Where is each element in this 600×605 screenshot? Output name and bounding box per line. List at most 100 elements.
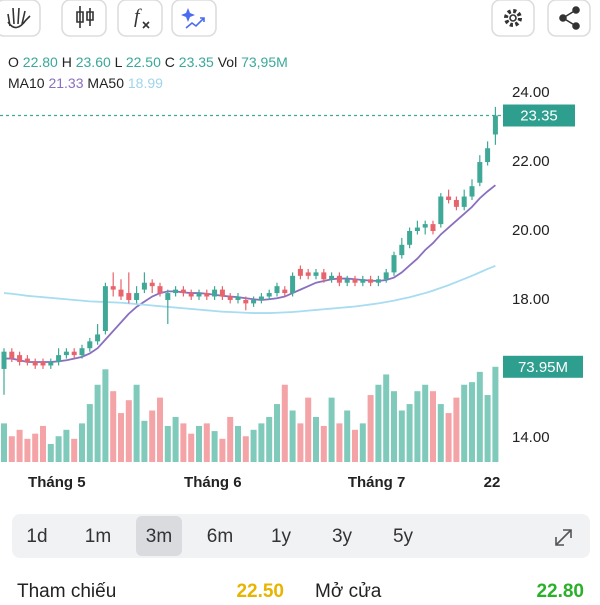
volume-bar xyxy=(305,397,312,462)
value: 21.33 xyxy=(48,75,83,91)
volume-bar xyxy=(125,400,132,462)
volume-bar xyxy=(235,425,241,462)
open-value: 22.80 xyxy=(536,581,584,600)
share-button[interactable] xyxy=(547,0,591,37)
volume-bar xyxy=(149,410,156,462)
volume-bar xyxy=(398,410,405,462)
candle-body xyxy=(126,293,132,300)
candle-body xyxy=(251,299,257,304)
candle-body xyxy=(274,286,280,294)
range-button[interactable]: 1y xyxy=(271,526,292,547)
volume-bar xyxy=(406,404,413,462)
range-button[interactable]: 1d xyxy=(26,526,47,547)
candle-body xyxy=(17,355,23,363)
gear-icon xyxy=(504,9,522,27)
volume-bar xyxy=(79,423,85,462)
candle-body xyxy=(95,334,101,342)
settings-button[interactable] xyxy=(491,0,535,37)
volume-bar xyxy=(422,384,429,462)
volume-bar xyxy=(172,416,179,462)
share-dot xyxy=(572,6,580,14)
candle-body xyxy=(453,199,459,207)
label: H xyxy=(62,54,72,70)
volume-bar xyxy=(336,423,343,462)
volume-bar xyxy=(180,423,187,462)
last-price-badge xyxy=(503,104,575,127)
candle-body xyxy=(461,196,467,207)
candle-tool[interactable] xyxy=(61,0,107,37)
candle-body xyxy=(196,293,202,297)
candle-body xyxy=(485,148,491,163)
volume-bar xyxy=(391,391,397,462)
candle-body xyxy=(399,244,405,256)
x-tick-label: Tháng 7 xyxy=(348,474,406,491)
candle-body xyxy=(180,289,186,294)
volume-bar xyxy=(437,404,444,462)
volume-bar xyxy=(164,425,171,462)
y-tick-label: 20.00 xyxy=(512,222,550,239)
label: MA10 xyxy=(8,75,45,91)
volume-bar xyxy=(258,423,265,462)
candle-body xyxy=(383,272,389,280)
expand-button[interactable] xyxy=(555,529,572,546)
candle-body xyxy=(149,282,155,287)
range-selected xyxy=(136,516,182,556)
volume-bar xyxy=(203,423,210,462)
candle-body xyxy=(329,275,335,280)
candle-body xyxy=(313,272,319,276)
value: 22.80 xyxy=(23,54,58,70)
value: 23.35 xyxy=(179,54,214,70)
y-tick-label: 18.00 xyxy=(512,291,550,308)
candle-body xyxy=(282,289,288,294)
candle-body xyxy=(469,186,475,197)
volume-bar xyxy=(469,382,475,462)
volume-bar xyxy=(445,413,452,462)
candle-body xyxy=(360,279,366,283)
fx-tool[interactable] xyxy=(117,0,163,37)
volume-bar xyxy=(344,410,351,462)
volume-bar xyxy=(1,423,7,462)
volume-bar xyxy=(414,391,421,462)
volume-bar xyxy=(328,397,335,462)
candle-body xyxy=(173,289,179,294)
volume-bar xyxy=(289,410,296,462)
range-button[interactable]: 6m xyxy=(207,526,233,547)
candle-body xyxy=(391,255,397,273)
volume-bar xyxy=(242,436,249,462)
volume-bar xyxy=(157,397,163,462)
volume-bar xyxy=(281,384,288,462)
range-button[interactable]: 3y xyxy=(332,526,353,547)
volume-bar xyxy=(219,438,226,462)
ohlc-legend: O 22.80 H 23.60 L 22.50 C 23.35 Vol 73,9… xyxy=(8,54,288,70)
volume-bar xyxy=(359,423,366,462)
candle-body xyxy=(235,296,241,300)
candle-body xyxy=(477,162,483,183)
range-button[interactable]: 3m xyxy=(146,526,172,547)
range-button[interactable]: 5y xyxy=(393,526,414,547)
candle-body xyxy=(492,115,498,135)
label: L xyxy=(115,54,123,70)
volume-bar xyxy=(274,404,280,462)
candle-body xyxy=(219,289,225,297)
ma-line xyxy=(3,264,496,314)
volume-bar xyxy=(63,429,70,462)
candle-body xyxy=(134,293,140,300)
volume-bar xyxy=(188,433,195,462)
hand-tool[interactable] xyxy=(0,0,41,37)
volume-bar xyxy=(352,429,358,462)
y-tick-label: 22.00 xyxy=(512,153,550,170)
candle-body xyxy=(352,279,358,283)
candle-body xyxy=(1,351,7,369)
ai-tool[interactable] xyxy=(171,0,217,37)
candle-body xyxy=(407,231,413,245)
candle-body xyxy=(422,224,428,228)
volume-bar xyxy=(367,395,374,462)
share-dot xyxy=(572,22,580,30)
candle-body xyxy=(414,227,420,232)
trend-icon xyxy=(185,17,205,29)
candle-body xyxy=(204,293,210,297)
range-button[interactable]: 1m xyxy=(85,526,111,547)
label: MA50 xyxy=(87,75,124,91)
volume-bar xyxy=(102,369,109,462)
volume-bar xyxy=(118,413,124,462)
